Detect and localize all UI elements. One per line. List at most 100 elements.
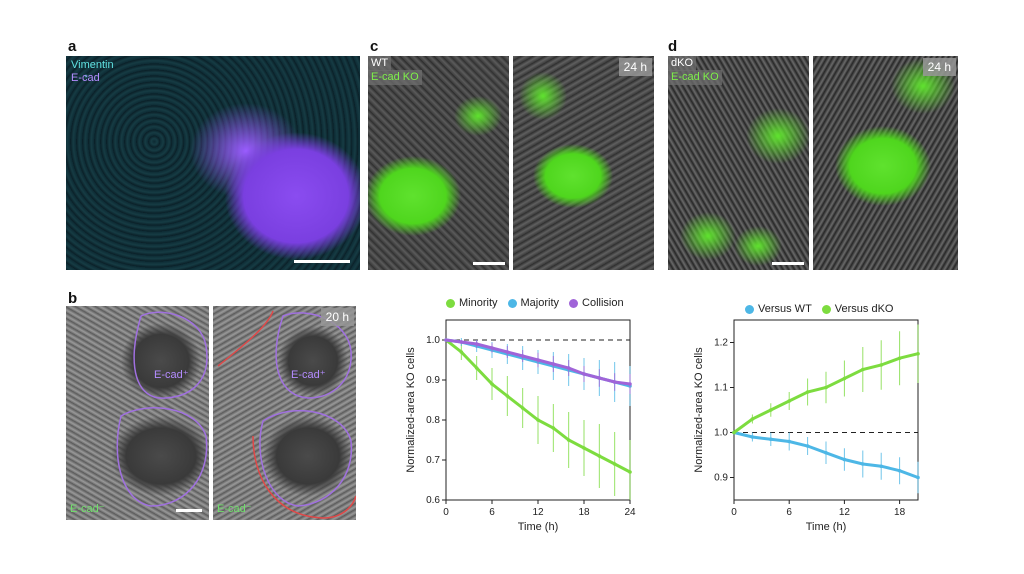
- scale-bar: [176, 509, 202, 512]
- data-point: [805, 390, 810, 394]
- data-point: [505, 394, 510, 398]
- data-point: [879, 363, 883, 367]
- data-point: [805, 444, 810, 448]
- y-tick-label: 0.7: [426, 455, 440, 466]
- ecad-ko-label: E-cad KO: [368, 70, 422, 85]
- data-point: [444, 338, 448, 342]
- data-point: [536, 418, 540, 422]
- data-point: [750, 435, 755, 439]
- data-point: [566, 366, 571, 370]
- y-tick-label: 1.0: [426, 335, 440, 346]
- ecad-minus-label: E-cad⁻: [217, 503, 252, 515]
- series-majority: [444, 338, 632, 406]
- legend-dot: [745, 304, 754, 314]
- data-point: [897, 468, 902, 473]
- series-minority: [444, 338, 632, 500]
- data-point: [732, 430, 736, 435]
- y-tick-label: 1.2: [714, 338, 728, 349]
- data-point: [842, 376, 847, 381]
- data-point: [842, 457, 847, 462]
- data-point: [551, 426, 556, 430]
- series-versus-dko: [732, 324, 920, 435]
- wt-label: WT: [368, 56, 392, 71]
- legend-dot: [507, 298, 517, 308]
- data-point: [916, 351, 920, 356]
- panel-letter-a: a: [68, 38, 77, 55]
- micrograph-b-right: 20 h E-cad⁺ E-cad⁻: [213, 306, 356, 520]
- data-point: [582, 372, 586, 376]
- legend-item-minority: Minority: [446, 297, 498, 309]
- data-point: [787, 439, 791, 444]
- chart2-legend: Versus WT Versus dKO: [745, 303, 894, 315]
- chart-normalized-area-2: 0 6 12 18 0.9 1.0 1.1 1.2 Time (h) Normalized-are…: [693, 319, 920, 533]
- y-axis-label: Normalized-area KO cells: [405, 347, 417, 473]
- outline-overlay: [217, 310, 356, 519]
- data-point: [597, 454, 602, 458]
- x-tick-label: 24: [624, 507, 636, 518]
- y-tick-label: 0.6: [426, 495, 440, 506]
- legend-dot: [569, 298, 579, 308]
- data-point: [787, 399, 791, 403]
- data-point: [582, 446, 586, 450]
- legend-label: Versus WT: [758, 303, 812, 315]
- legend-dot: [446, 298, 455, 308]
- x-tick-label: 6: [489, 507, 495, 518]
- ecad-minus-label: E-cad⁻: [70, 503, 105, 515]
- data-point: [628, 382, 632, 386]
- y-tick-label: 0.9: [426, 375, 440, 386]
- ecad-ko-label: E-cad KO: [668, 70, 722, 85]
- data-point: [769, 437, 773, 442]
- y-tick-label: 0.9: [714, 473, 728, 484]
- data-point: [505, 350, 510, 354]
- time-chip: 20 h: [320, 308, 354, 326]
- data-point: [536, 358, 540, 362]
- data-point: [597, 376, 602, 380]
- data-point: [916, 475, 920, 480]
- series-versus-wt: [732, 430, 920, 494]
- scale-bar: [294, 260, 350, 263]
- legend-label: Minority: [459, 297, 498, 309]
- plot-frame: [733, 319, 919, 501]
- data-point: [474, 366, 479, 370]
- y-axis-label: Normalized-area KO cells: [693, 347, 705, 473]
- data-point: [824, 450, 828, 455]
- x-tick-label: 12: [839, 507, 851, 518]
- y-tick-label: 0.8: [426, 415, 440, 426]
- scale-bar: [772, 262, 804, 265]
- legend-label: Majority: [520, 297, 560, 309]
- data-point: [612, 462, 617, 466]
- micrograph-b-left: E-cad⁺ E-cad⁻: [66, 306, 209, 520]
- legend-dot: [821, 304, 831, 314]
- x-tick-label: 6: [786, 507, 792, 518]
- vimentin-label: Vimentin: [71, 59, 114, 71]
- data-point: [490, 382, 494, 386]
- y-tick-label: 1.1: [714, 383, 728, 394]
- micrograph-d-right: 24 h: [813, 56, 958, 270]
- legend-label: Versus dKO: [834, 303, 894, 315]
- data-point: [628, 470, 632, 474]
- panel-letter-b: b: [68, 290, 78, 307]
- legend-item-versus-dko: Versus dKO: [821, 303, 894, 315]
- micrograph-d-left: dKO E-cad KO: [668, 56, 809, 270]
- data-point: [824, 385, 828, 390]
- series-collision: [444, 338, 632, 394]
- micrograph-c-right: 24 h: [513, 56, 654, 270]
- data-point: [474, 342, 479, 346]
- data-point: [769, 408, 773, 412]
- data-point: [861, 462, 865, 466]
- time-chip: 24 h: [618, 58, 652, 76]
- time-chip: 24 h: [922, 58, 956, 76]
- data-point: [879, 464, 883, 469]
- y-tick-label: 1.0: [714, 428, 728, 439]
- x-tick-label: 0: [731, 507, 737, 518]
- legend-item-majority: Majority: [507, 297, 560, 309]
- ecad-plus-label: E-cad⁺: [154, 369, 189, 381]
- micrograph-a: Vimentin E-cad: [66, 56, 360, 270]
- ecad-label: E-cad: [71, 72, 100, 84]
- data-point: [897, 356, 902, 361]
- micrograph-c-left: WT E-cad KO: [368, 56, 509, 270]
- data-point: [612, 380, 617, 384]
- data-point: [861, 367, 865, 372]
- x-tick-label: 12: [532, 507, 544, 518]
- x-tick-label: 18: [894, 507, 906, 518]
